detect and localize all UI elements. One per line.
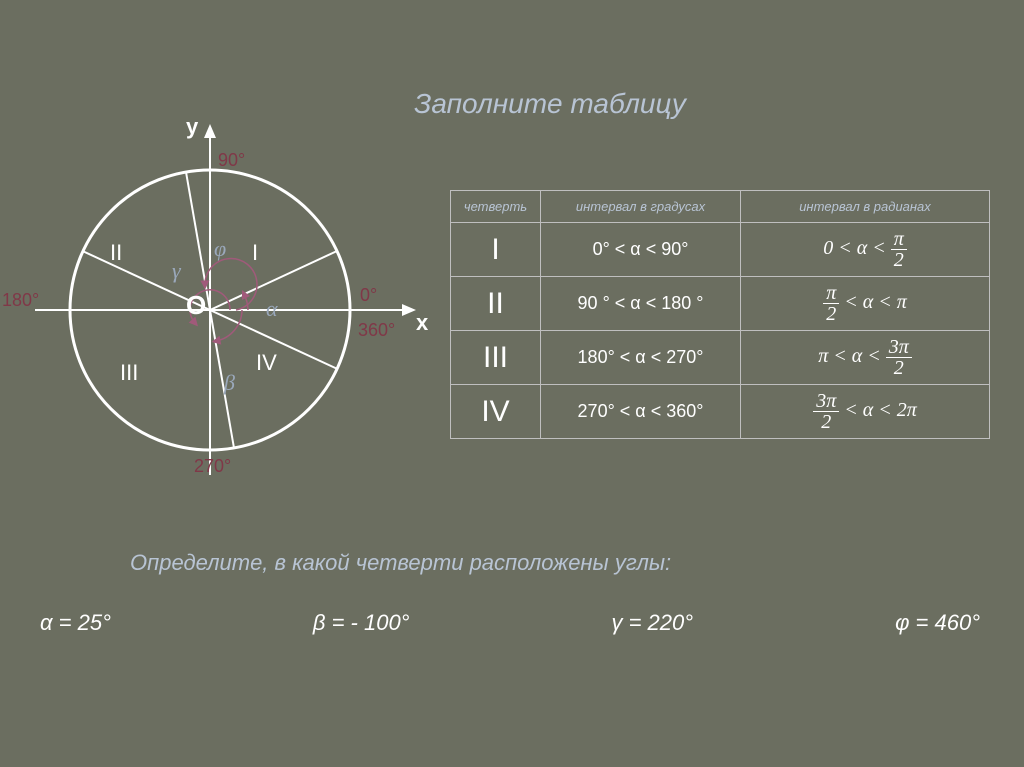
cell-radians: 0 < α < π2 [741,223,990,277]
cell-roman: IV [451,385,541,439]
col-degrees: интервал в градусах [541,191,741,223]
angle-gamma: γ = 220° [611,610,693,636]
quadrant-4: IV [256,350,277,376]
angle-alpha: α = 25° [40,610,111,636]
cell-radians: π2 < α < π [741,277,990,331]
table-row: III180° < α < 270°π < α < 3π2 [451,331,990,385]
table-row: IV270° < α < 360°3π2 < α < 2π [451,385,990,439]
cell-radians: 3π2 < α < 2π [741,385,990,439]
subtitle: Определите, в какой четверти расположены… [130,550,671,576]
greek-phi: φ [214,236,226,262]
degree-180: 180° [2,290,39,311]
unit-circle-diagram: y x 90° 0° 360° 180° 270° I II III IV α … [0,110,430,530]
col-quarter: четверть [451,191,541,223]
quadrant-3: III [120,360,138,386]
angles-row: α = 25° β = - 100° γ = 220° φ = 460° [40,610,980,636]
degree-90: 90° [218,150,245,171]
col-radians: интервал в радианах [741,191,990,223]
cell-roman: II [451,277,541,331]
cell-degrees: 90 ° < α < 180 ° [541,277,741,331]
cell-degrees: 270° < α < 360° [541,385,741,439]
table-row: I0° < α < 90°0 < α < π2 [451,223,990,277]
quadrant-1: I [252,240,258,266]
degree-0: 0° [360,285,377,306]
cell-radians: π < α < 3π2 [741,331,990,385]
greek-gamma: γ [172,258,181,284]
greek-alpha: α [266,296,278,322]
table-row: II90 ° < α < 180 °π2 < α < π [451,277,990,331]
quadrant-2: II [110,240,122,266]
angle-beta: β = - 100° [313,610,410,636]
angle-phi: φ = 460° [895,610,980,636]
degree-360: 360° [358,320,395,341]
axis-y-label: y [186,114,198,140]
origin-label: O [186,290,206,321]
cell-degrees: 180° < α < 270° [541,331,741,385]
cell-roman: I [451,223,541,277]
degree-270: 270° [194,456,231,477]
cell-degrees: 0° < α < 90° [541,223,741,277]
axis-x-label: x [416,310,428,336]
cell-roman: III [451,331,541,385]
quadrant-table: четверть интервал в градусах интервал в … [450,190,990,439]
greek-beta: β [224,370,235,396]
